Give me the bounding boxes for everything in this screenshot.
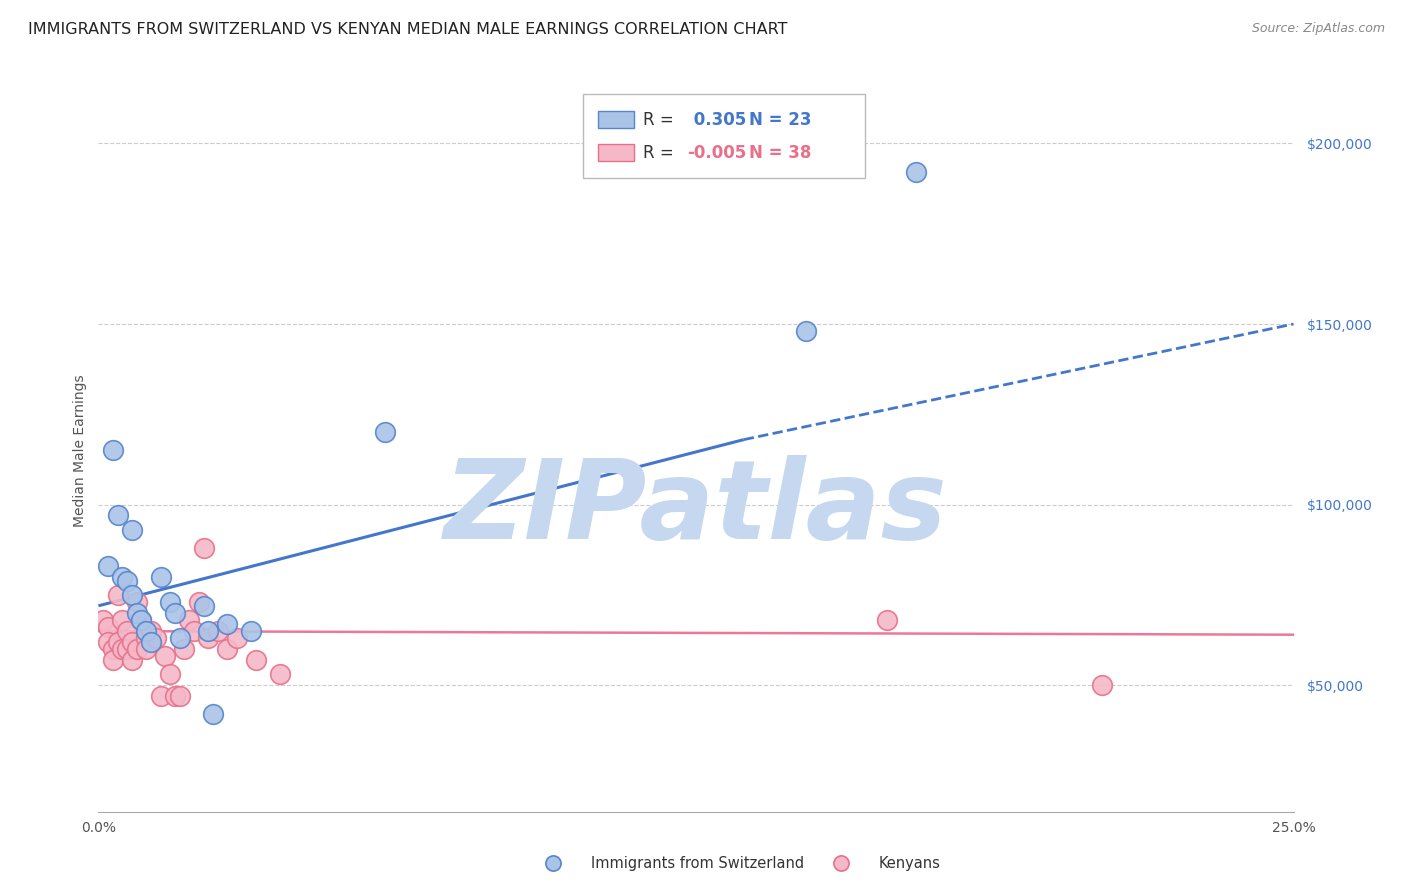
Point	[193, 599, 215, 613]
Point	[139, 624, 162, 638]
Point	[135, 632, 157, 646]
Point	[131, 613, 153, 627]
Point	[115, 642, 138, 657]
Point	[125, 642, 148, 657]
Text: IMMIGRANTS FROM SWITZERLAND VS KENYAN MEDIAN MALE EARNINGS CORRELATION CHART: IMMIGRANTS FROM SWITZERLAND VS KENYAN ME…	[28, 22, 787, 37]
Point	[226, 632, 249, 646]
Point	[121, 635, 143, 649]
Point	[125, 606, 148, 620]
Point	[139, 635, 162, 649]
Point	[121, 588, 143, 602]
Text: -0.005: -0.005	[688, 144, 747, 161]
Point	[149, 570, 172, 584]
Point	[202, 707, 225, 722]
Point	[107, 588, 129, 602]
Text: 0.305: 0.305	[688, 111, 745, 128]
Point	[97, 559, 120, 574]
Point	[97, 620, 120, 634]
Point	[135, 624, 157, 638]
Point	[111, 570, 134, 584]
Point	[269, 667, 291, 681]
Point	[217, 642, 239, 657]
Point	[159, 595, 181, 609]
Text: N = 38: N = 38	[749, 144, 811, 161]
Point	[217, 616, 239, 631]
Point	[876, 613, 898, 627]
Point	[111, 642, 134, 657]
Point	[830, 856, 852, 871]
Point	[193, 541, 215, 555]
Text: N = 23: N = 23	[749, 111, 811, 128]
Point	[101, 653, 124, 667]
Point	[111, 613, 134, 627]
Point	[115, 574, 138, 588]
Point	[173, 642, 195, 657]
Point	[97, 635, 120, 649]
Point	[149, 689, 172, 703]
Point	[145, 632, 167, 646]
Point	[163, 606, 186, 620]
Point	[155, 649, 177, 664]
Text: R =: R =	[643, 144, 679, 161]
Point	[131, 613, 153, 627]
Point	[240, 624, 263, 638]
Point	[101, 443, 124, 458]
Point	[183, 624, 205, 638]
Point	[169, 632, 191, 646]
Point	[179, 613, 201, 627]
Point	[187, 595, 209, 609]
Point	[121, 523, 143, 537]
Point	[101, 642, 124, 657]
Text: R =: R =	[643, 111, 679, 128]
Point	[115, 624, 138, 638]
Point	[107, 508, 129, 523]
Text: Immigrants from Switzerland: Immigrants from Switzerland	[591, 856, 804, 871]
Point	[107, 635, 129, 649]
Text: ZIPatlas: ZIPatlas	[444, 455, 948, 562]
Point	[374, 425, 396, 440]
Y-axis label: Median Male Earnings: Median Male Earnings	[73, 374, 87, 527]
Point	[541, 856, 564, 871]
Point	[159, 667, 181, 681]
Point	[207, 624, 229, 638]
Text: Source: ZipAtlas.com: Source: ZipAtlas.com	[1251, 22, 1385, 36]
Point	[794, 324, 817, 338]
Point	[904, 165, 927, 179]
Point	[169, 689, 191, 703]
Point	[1091, 678, 1114, 692]
Point	[197, 624, 219, 638]
Point	[125, 595, 148, 609]
Point	[135, 642, 157, 657]
Point	[163, 689, 186, 703]
Point	[121, 653, 143, 667]
Point	[197, 632, 219, 646]
Text: Kenyans: Kenyans	[879, 856, 941, 871]
Point	[91, 613, 114, 627]
Point	[245, 653, 267, 667]
